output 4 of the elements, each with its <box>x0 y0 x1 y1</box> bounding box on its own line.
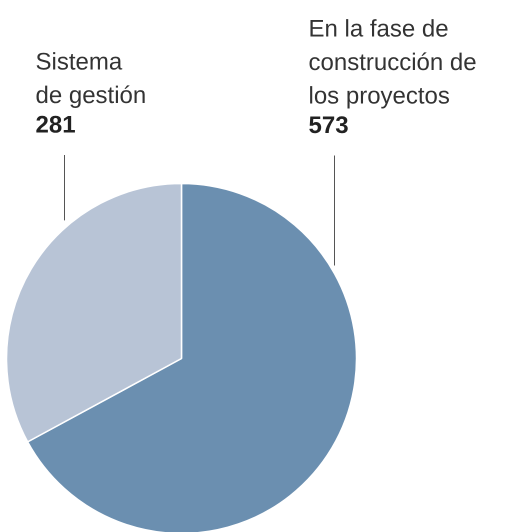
slice-label: Sistema de gestión <box>36 48 146 109</box>
data-label: 281 <box>36 112 76 138</box>
slice-label: En la fase de construcción de los proyectos <box>308 16 477 110</box>
data-label: 573 <box>308 112 349 139</box>
